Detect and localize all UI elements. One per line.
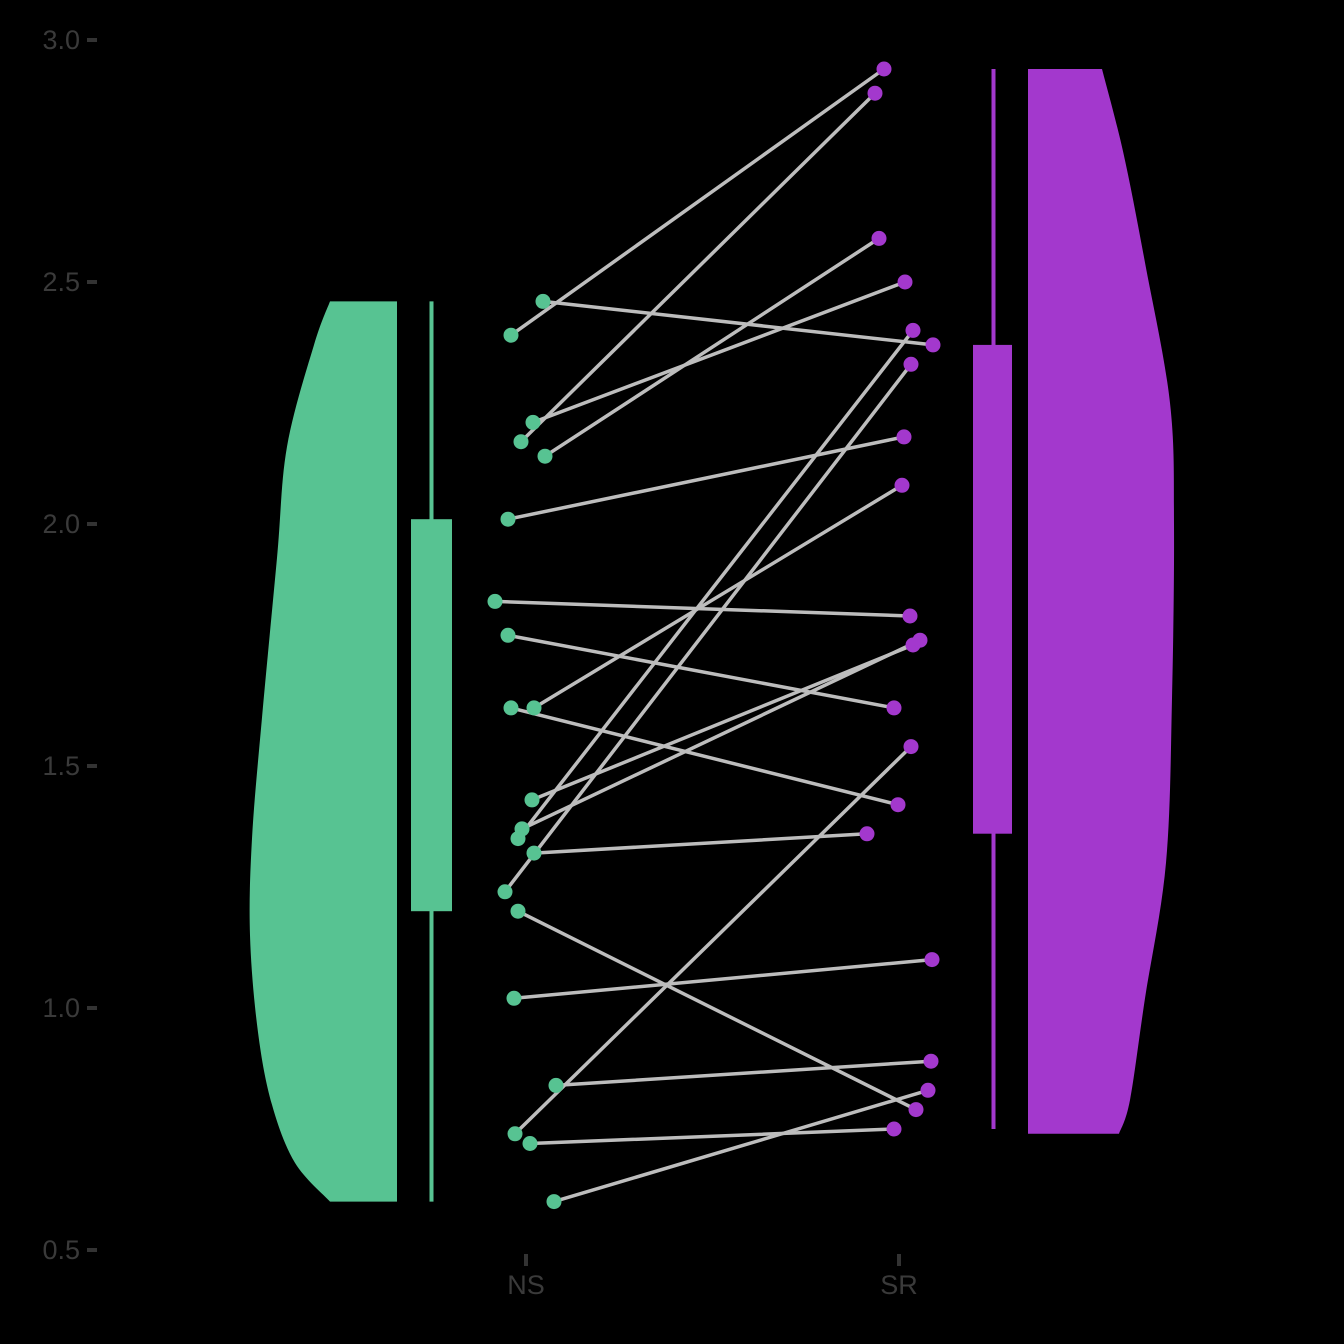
sr-data-point <box>876 61 892 77</box>
violin-ns <box>249 301 397 1202</box>
sr-data-point <box>912 632 928 648</box>
y-tick-mark <box>87 522 97 526</box>
pair-line <box>516 909 918 1112</box>
sr-data-point <box>924 952 940 968</box>
pair-line <box>541 299 935 347</box>
pair-line <box>532 483 904 710</box>
ns-data-point <box>503 700 519 716</box>
pair-line <box>528 1127 896 1146</box>
pair-line <box>503 362 913 894</box>
box-ns <box>411 519 452 912</box>
y-tick-mark <box>87 1248 97 1252</box>
sr-data-point <box>920 1082 936 1098</box>
ns-data-point <box>535 293 551 309</box>
x-tick-mark-sr <box>897 1254 901 1266</box>
pair-line <box>506 435 906 521</box>
ns-data-point <box>503 327 519 343</box>
ns-data-point <box>513 434 529 450</box>
pair-line <box>531 280 907 425</box>
pair-line <box>532 832 869 855</box>
ns-data-point <box>546 1194 562 1210</box>
pair-line <box>552 1088 930 1204</box>
sr-data-point <box>871 230 887 246</box>
sr-data-point <box>859 826 875 842</box>
y-tick-label: 2.0 <box>42 509 80 539</box>
sr-data-point <box>902 608 918 624</box>
sr-data-point <box>894 477 910 493</box>
pair-line <box>509 67 886 337</box>
sr-data-point <box>886 700 902 716</box>
pair-line <box>530 643 915 802</box>
x-tick-mark-ns <box>524 1254 528 1266</box>
ns-data-point <box>507 1126 523 1142</box>
pair-line <box>554 1059 933 1088</box>
sr-data-point <box>867 85 883 101</box>
ns-data-point <box>500 627 516 643</box>
pair-line <box>513 744 913 1136</box>
y-tick-label: 1.5 <box>42 751 80 781</box>
y-tick-mark <box>87 1006 97 1010</box>
ns-data-point <box>526 700 542 716</box>
pair-line <box>519 91 877 444</box>
pair-line <box>543 236 881 458</box>
violin-sr <box>1028 69 1175 1134</box>
y-tick-label: 0.5 <box>42 1235 80 1265</box>
sr-data-point <box>896 429 912 445</box>
pair-line <box>509 706 900 807</box>
ns-data-point <box>522 1136 538 1151</box>
sr-data-point <box>886 1121 902 1137</box>
y-tick-label: 1.0 <box>42 993 80 1023</box>
ns-data-point <box>506 990 522 1006</box>
ns-data-point <box>487 593 503 609</box>
y-tick-mark <box>87 764 97 768</box>
ns-data-point <box>548 1077 564 1093</box>
box-sr <box>973 344 1012 834</box>
sr-data-point <box>890 797 906 813</box>
ns-data-point <box>510 903 526 919</box>
y-tick-mark <box>87 280 97 284</box>
pair-line <box>512 957 934 1001</box>
sr-data-point <box>897 274 913 290</box>
sr-data-point <box>925 337 941 353</box>
ns-data-point <box>500 511 516 527</box>
ns-data-point <box>526 845 542 861</box>
ns-data-point <box>510 831 526 847</box>
y-tick-mark <box>87 38 97 42</box>
sr-data-point <box>923 1053 939 1069</box>
pair-line <box>520 638 922 831</box>
pair-line <box>506 633 896 710</box>
sr-data-point <box>905 322 921 338</box>
y-tick-label: 2.5 <box>42 267 80 297</box>
ns-data-point <box>524 792 540 808</box>
pair-line <box>516 328 915 841</box>
ns-data-point <box>525 414 541 430</box>
x-axis-label-ns: NS <box>507 1270 545 1300</box>
ns-data-point <box>537 448 553 464</box>
sr-data-point <box>903 356 919 372</box>
pair-line <box>493 599 912 618</box>
sr-data-point <box>908 1102 924 1118</box>
x-axis-label-sr: SR <box>880 1270 918 1300</box>
y-tick-label: 3.0 <box>42 25 80 55</box>
sr-data-point <box>903 739 919 755</box>
ns-data-point <box>497 884 513 900</box>
